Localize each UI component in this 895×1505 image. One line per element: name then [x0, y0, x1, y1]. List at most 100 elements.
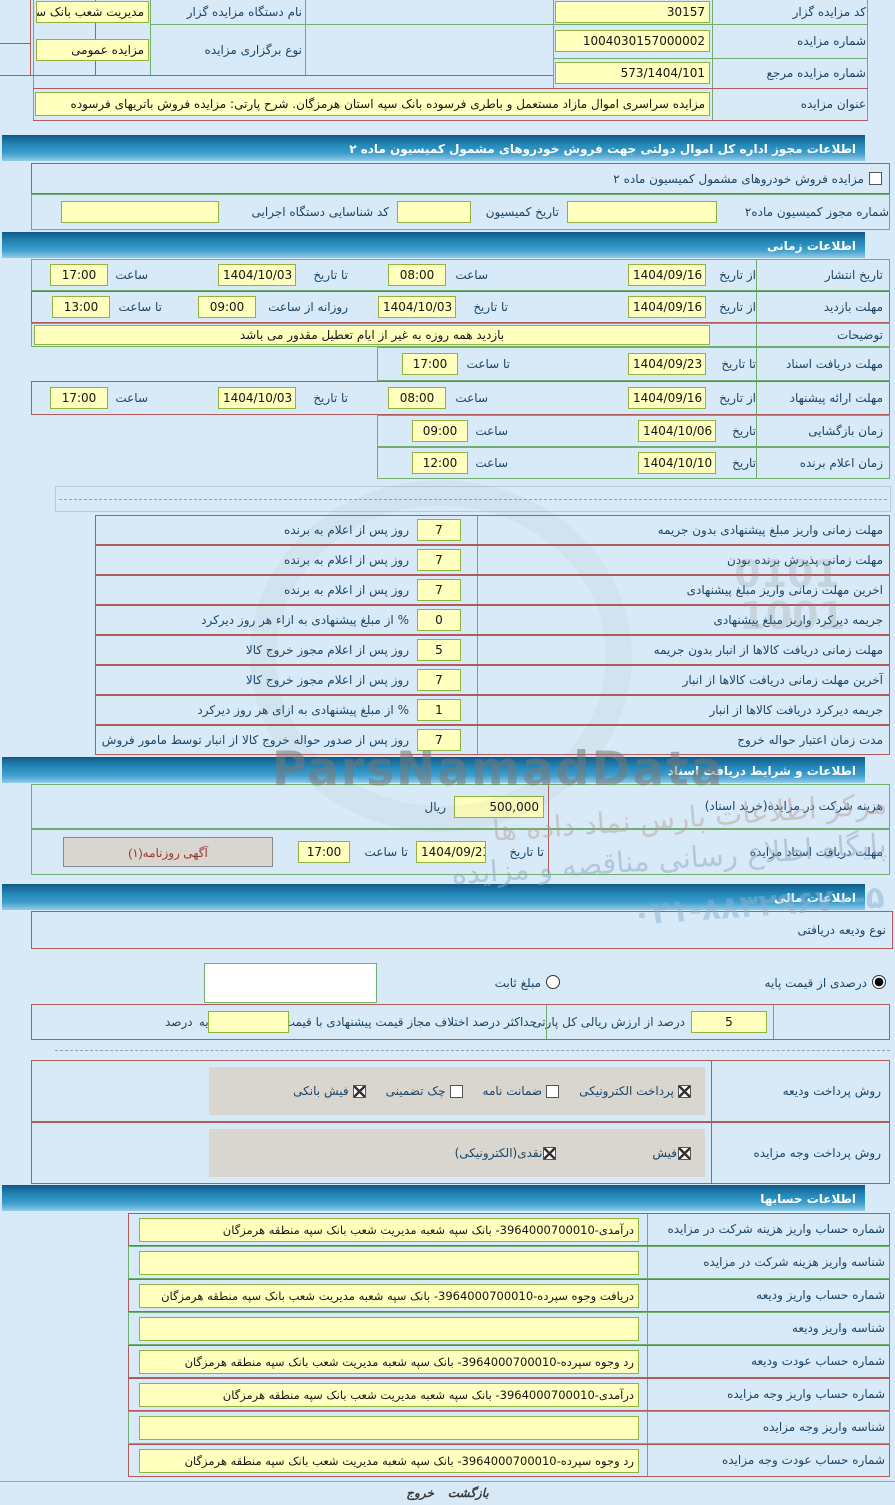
payment-option-label: فیش بانکی: [293, 1084, 349, 1098]
date-field[interactable]: 1404/10/03: [218, 387, 296, 409]
timing-row-visit: مهلت بازدید از تاریخ 1404/09/16 تا تاریخ…: [31, 291, 890, 323]
notes-field[interactable]: بازدید همه روزه به غیر از ایام تعطیل مقد…: [34, 325, 710, 345]
date-field[interactable]: 1404/09/23: [416, 841, 486, 863]
payment-option[interactable]: نقدی(الکترونیکی): [455, 1146, 557, 1160]
payment-option[interactable]: فیش: [652, 1146, 691, 1160]
sub-label: تا تاریخ: [313, 268, 348, 282]
timing-row-label: زمان بازگشایی: [756, 416, 889, 446]
account-field[interactable]: رد وجوه سپرده-3964000700010- بانک سپه شع…: [139, 1448, 639, 1473]
auction-ref-number-field[interactable]: 573/1404/101: [555, 62, 710, 84]
deposit-percent-field[interactable]: 5: [691, 1011, 767, 1033]
deadline-value-field[interactable]: 5: [417, 639, 461, 661]
date-field[interactable]: 1404/10/03: [218, 264, 296, 286]
percent-option-label: درصدی از قیمت پایه: [764, 976, 867, 990]
auction-payment-row: روش پرداخت وجه مزایده فیش نقدی(الکترونیک…: [31, 1122, 890, 1184]
radio-icon[interactable]: [546, 975, 560, 989]
sub-label: از تاریخ: [719, 268, 756, 282]
organization-name-field[interactable]: مدیریت شعب بانک سپه استان: [36, 1, 149, 23]
auctioneer-code-field[interactable]: 30157: [555, 1, 710, 23]
account-field[interactable]: درآمدی-3964000700010- بانک سپه شعبه مدیر…: [139, 1382, 639, 1407]
auction-number-field[interactable]: 1004030157000002: [555, 30, 710, 52]
account-label: شناسه واریز وجه مزایده: [647, 1412, 889, 1443]
timing-row-label: زمان اعلام برنده: [756, 448, 889, 478]
exit-link[interactable]: خروج: [406, 1486, 434, 1500]
account-field[interactable]: [139, 1415, 639, 1440]
time-field[interactable]: 17:00: [50, 387, 108, 409]
sub-label: ساعت: [475, 424, 508, 438]
time-field[interactable]: 13:00: [52, 296, 110, 318]
checkbox-icon[interactable]: [869, 172, 882, 185]
max-diff-field[interactable]: [208, 1011, 289, 1033]
payment-option[interactable]: فیش بانکی: [293, 1084, 366, 1098]
payment-option[interactable]: ضمانت نامه: [483, 1084, 560, 1098]
timing-row-label: مهلت ارائه پیشنهاد: [756, 382, 889, 414]
time-field[interactable]: 08:00: [388, 387, 446, 409]
auction-payment-label: روش پرداخت وجه مزایده: [711, 1123, 889, 1183]
date-field[interactable]: 1404/10/10: [638, 452, 716, 474]
checkbox-icon[interactable]: [546, 1084, 560, 1098]
date-field[interactable]: 1404/09/23: [628, 353, 706, 375]
deadline-value-field[interactable]: 7: [417, 579, 461, 601]
checkbox-icon[interactable]: [678, 1084, 691, 1098]
deadline-value-field[interactable]: 7: [417, 549, 461, 571]
account-field[interactable]: درآمدی-3964000700010- بانک سپه شعبه مدیر…: [139, 1217, 639, 1242]
permit-number-field[interactable]: [567, 201, 717, 223]
table-border-line: [33, 120, 868, 121]
account-field[interactable]: رد وجوه سپرده-3964000700010- بانک سپه شع…: [139, 1349, 639, 1374]
account-field[interactable]: [139, 1316, 639, 1341]
time-field[interactable]: 17:00: [402, 353, 458, 375]
newspaper-ad-button[interactable]: آگهی روزنامه(۱): [63, 837, 273, 867]
doc-fee-field[interactable]: 500,000: [454, 795, 544, 818]
account-field[interactable]: دریافت وجوه سپرده-3964000700010- بانک سپ…: [139, 1283, 639, 1308]
organization-name-label: نام دستگاه مزایده گزار: [186, 5, 302, 19]
time-field[interactable]: 09:00: [198, 296, 256, 318]
deadline-value-field[interactable]: 7: [417, 519, 461, 541]
deadline-row: اخرین مهلت زمانی واریز مبلغ پیشنهادی 7 ر…: [95, 575, 890, 605]
commission-date-field[interactable]: [397, 201, 471, 223]
time-field[interactable]: 17:00: [298, 841, 350, 863]
auction-type-field[interactable]: مزایده عمومی: [36, 39, 149, 61]
back-link[interactable]: بازگشت: [447, 1486, 489, 1500]
date-field[interactable]: 1404/09/16: [628, 264, 706, 286]
payment-option-label: نقدی(الکترونیکی): [454, 1146, 543, 1160]
table-border-line: [150, 24, 868, 25]
payment-option[interactable]: چک تضمینی: [386, 1084, 463, 1098]
deadline-value-field[interactable]: 1: [417, 699, 461, 721]
checkbox-icon[interactable]: [352, 1084, 366, 1098]
deadline-row: مهلت زمانی دریافت کالاها از انبار بدون ج…: [95, 635, 890, 665]
deadline-label: اخرین مهلت زمانی واریز مبلغ پیشنهادی: [477, 576, 889, 604]
time-field[interactable]: 17:00: [50, 264, 108, 286]
section-header-timing: اطلاعات زمانی: [2, 232, 865, 258]
deadline-label: جریمه دیرکرد واریز مبلغ پیشنهادی: [477, 606, 889, 634]
payment-option-label: چک تضمینی: [385, 1084, 446, 1098]
section-header-permit: اطلاعات مجوز اداره کل اموال دولتی جهت فر…: [2, 135, 865, 161]
table-border-line: [712, 0, 713, 121]
date-field[interactable]: 1404/09/16: [628, 296, 706, 318]
payment-option[interactable]: پرداخت الکترونیکی: [579, 1084, 691, 1098]
section-header-financial: اطلاعات مالی: [2, 884, 865, 910]
radio-icon[interactable]: [872, 975, 886, 989]
sub-label: تاریخ: [732, 424, 756, 438]
agency-id-label: کد شناسایی دستگاه اجرایی: [251, 205, 389, 219]
doc-fee-label: هزینه شرکت در مزایده(خرید اسناد): [548, 785, 889, 828]
deadline-row: مدت زمان اعتبار حواله خروج 7 روز پس از ص…: [95, 725, 890, 755]
deadline-value-field[interactable]: 7: [417, 729, 461, 751]
deadline-value-field[interactable]: 7: [417, 669, 461, 691]
deadline-value-field[interactable]: 0: [417, 609, 461, 631]
agency-id-field[interactable]: [61, 201, 219, 223]
date-field[interactable]: 1404/09/16: [628, 387, 706, 409]
timing-row-opening: زمان بازگشایی تاریخ 1404/10/06 ساعت 09:0…: [377, 415, 890, 447]
time-field[interactable]: 09:00: [412, 420, 468, 442]
date-field[interactable]: 1404/10/06: [638, 420, 716, 442]
account-field[interactable]: [139, 1250, 639, 1275]
sub-label: تا تاریخ: [313, 391, 348, 405]
checkbox-icon[interactable]: [543, 1146, 557, 1160]
doc-deadline-row: مهلت دریافت اسناد مزایده تا تاریخ 1404/0…: [31, 829, 890, 875]
auction-title-field[interactable]: مزایده سراسری اموال مازاد مستعمل و باطری…: [35, 92, 710, 116]
checkbox-icon[interactable]: [678, 1146, 691, 1160]
time-field[interactable]: 08:00: [388, 264, 446, 286]
date-field[interactable]: 1404/10/03: [378, 296, 456, 318]
fixed-amount-field[interactable]: [204, 963, 377, 1003]
time-field[interactable]: 12:00: [412, 452, 468, 474]
checkbox-icon[interactable]: [449, 1084, 463, 1098]
